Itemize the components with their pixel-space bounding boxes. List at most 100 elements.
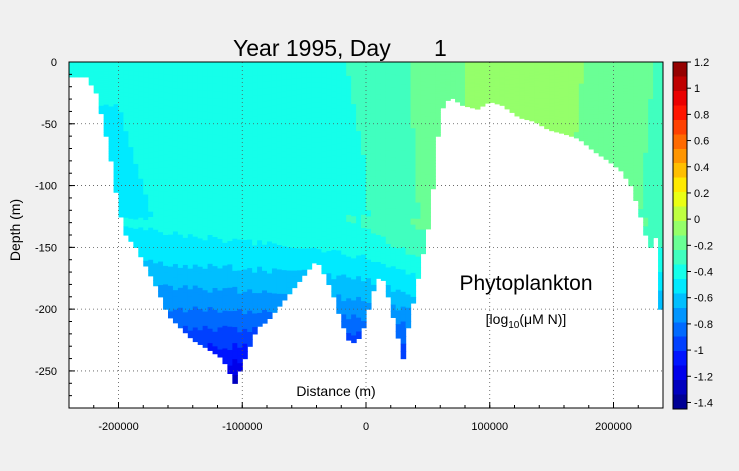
field-cell — [356, 310, 362, 319]
field-cell — [633, 158, 639, 163]
field-cell — [118, 69, 125, 75]
field-cell — [435, 99, 441, 102]
field-cell — [172, 211, 179, 220]
field-cell — [207, 76, 214, 85]
field-cell — [351, 335, 357, 344]
field-cell — [237, 131, 243, 140]
field-cell — [658, 123, 663, 131]
field-cell — [573, 126, 580, 129]
field-cell — [400, 343, 407, 352]
field-cell — [653, 158, 659, 164]
field-cell — [172, 120, 179, 128]
field-cell — [98, 101, 105, 104]
field-cell — [638, 112, 644, 117]
field-cell — [420, 224, 426, 231]
field-cell — [138, 115, 144, 121]
field-cell — [455, 87, 461, 90]
field-cell — [212, 62, 219, 70]
field-cell — [380, 198, 387, 205]
field-cell — [341, 75, 347, 83]
field-cell — [653, 184, 659, 190]
field-cell — [494, 99, 501, 102]
field-cell — [148, 206, 154, 213]
field-cell — [133, 228, 139, 235]
field-cell — [474, 67, 481, 70]
field-cell — [153, 62, 159, 69]
field-cell — [212, 113, 219, 121]
field-cell — [460, 96, 466, 99]
field-cell — [603, 79, 610, 83]
field-cell — [465, 92, 471, 94]
field-cell — [98, 107, 105, 109]
field-cell — [539, 71, 545, 74]
field-cell — [385, 261, 392, 269]
field-cell — [267, 267, 273, 275]
field-cell — [643, 139, 649, 145]
field-cell — [390, 215, 397, 223]
field-cell — [529, 72, 535, 75]
field-cell — [143, 230, 149, 236]
field-cell — [608, 89, 615, 93]
units-prefix: [log — [486, 311, 509, 327]
field-cell — [494, 81, 501, 84]
field-cell — [593, 100, 600, 104]
field-cell — [385, 226, 392, 233]
field-cell — [207, 249, 214, 258]
field-cell — [192, 187, 199, 196]
field-cell — [217, 62, 224, 70]
field-cell — [380, 236, 387, 243]
field-cell — [197, 252, 204, 261]
field-cell — [474, 80, 481, 83]
field-cell — [232, 270, 238, 280]
field-cell — [455, 62, 461, 65]
field-cell — [331, 62, 337, 69]
field-cell — [138, 183, 144, 190]
field-cell — [262, 179, 268, 187]
field-cell — [519, 63, 525, 66]
field-cell — [613, 103, 620, 108]
field-cell — [479, 84, 486, 86]
field-cell — [276, 257, 283, 264]
field-cell — [395, 165, 402, 173]
field-cell — [232, 190, 238, 200]
field-cell — [554, 119, 560, 122]
field-cell — [385, 249, 392, 257]
field-cell — [158, 114, 164, 122]
field-cell — [598, 76, 605, 80]
field-cell — [222, 69, 228, 78]
field-cell — [207, 213, 214, 222]
field-cell — [608, 67, 615, 71]
field-cell — [400, 254, 407, 263]
x-axis: -200000 -100000 0 100000 200000 — [68, 402, 664, 433]
field-cell — [658, 241, 663, 248]
colorbar: 1.210.80.60.40.20-0.2-0.4-0.6-0.8-1-1.2-… — [672, 57, 713, 410]
field-cell — [366, 247, 372, 255]
field-cell — [316, 148, 323, 154]
field-cell — [366, 99, 372, 106]
field-cell — [336, 99, 342, 107]
field-cell — [366, 142, 372, 150]
field-cell — [301, 227, 308, 234]
field-cell — [361, 88, 367, 96]
field-cell — [469, 105, 476, 108]
field-cell — [281, 73, 288, 81]
field-cell — [648, 140, 654, 147]
field-cell — [276, 135, 283, 142]
field-cell — [583, 90, 590, 94]
field-cell — [331, 214, 337, 222]
field-cell — [435, 126, 441, 130]
field-cell — [568, 62, 575, 65]
field-cell — [455, 71, 461, 74]
field-cell — [598, 99, 605, 103]
field-cell — [554, 63, 560, 67]
field-cell — [123, 183, 129, 189]
field-cell — [252, 245, 258, 253]
field-cell — [103, 121, 110, 124]
field-cell — [494, 84, 501, 87]
field-cell — [217, 231, 224, 240]
field-cell — [440, 103, 446, 105]
field-cell — [356, 82, 362, 91]
field-cell — [618, 91, 624, 96]
field-cell — [613, 75, 620, 79]
field-cell — [291, 146, 298, 153]
